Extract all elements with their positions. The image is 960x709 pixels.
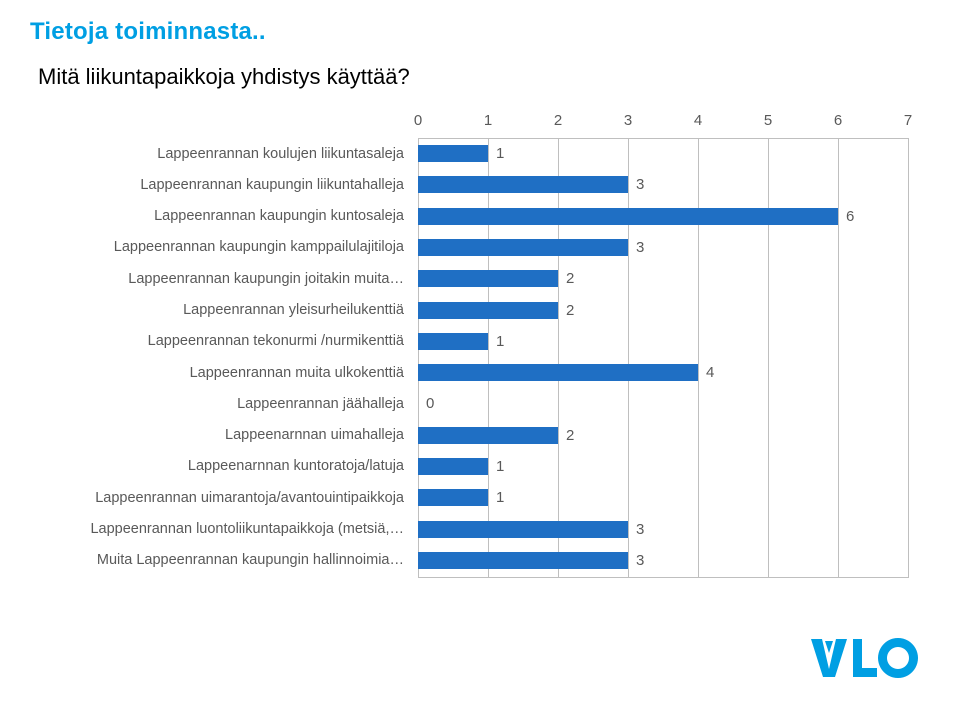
value-label: 1 [496, 458, 504, 475]
bar-cell: 1 [418, 451, 908, 482]
value-label: 1 [496, 489, 504, 506]
chart-row: Lappeenrannan kaupungin liikuntahalleja 3 [38, 169, 920, 200]
category-label: Lappeenrannan kaupungin kamppailulajitil… [38, 239, 418, 255]
bar-cell: 1 [418, 138, 908, 169]
category-label: Lappeenrannan muita ulkokenttiä [38, 365, 418, 381]
chart-row: Lappeenrannan luontoliikuntapaikkoja (me… [38, 513, 920, 544]
value-label: 3 [636, 521, 644, 538]
category-label: Lappeenrannan kaupungin kuntosaleja [38, 208, 418, 224]
category-label: Muita Lappeenrannan kaupungin hallinnoim… [38, 552, 418, 568]
value-label: 3 [636, 176, 644, 193]
bar [418, 521, 628, 538]
bar-cell: 3 [418, 232, 908, 263]
bar [418, 364, 698, 381]
chart-row: Lappeenrannan muita ulkokenttiä 4 [38, 357, 920, 388]
category-label: Lappeenrannan tekonurmi /nurmikenttiä [38, 333, 418, 349]
chart-row: Lappeenrannan uimarantoja/avantouintipai… [38, 482, 920, 513]
bar-cell: 4 [418, 357, 908, 388]
category-label: Lappeenarnnan uimahalleja [38, 427, 418, 443]
value-label: 6 [846, 208, 854, 225]
bar-cell: 2 [418, 420, 908, 451]
bar-cell: 1 [418, 326, 908, 357]
bar [418, 208, 838, 225]
bar [418, 176, 628, 193]
value-label: 1 [496, 145, 504, 162]
chart-row: Lappeenrannan koulujen liikuntasaleja 1 [38, 138, 920, 169]
bar-cell: 2 [418, 263, 908, 294]
bar [418, 302, 558, 319]
value-label: 2 [566, 427, 574, 444]
bar [418, 489, 488, 506]
value-label: 3 [636, 239, 644, 256]
chart-row: Muita Lappeenrannan kaupungin hallinnoim… [38, 545, 920, 576]
category-label: Lappeenrannan kaupungin joitakin muita… [38, 271, 418, 287]
value-label: 4 [706, 364, 714, 381]
bar [418, 239, 628, 256]
category-label: Lappeenrannan uimarantoja/avantouintipai… [38, 490, 418, 506]
bar-cell: 0 [418, 388, 908, 419]
category-label: Lappeenrannan luontoliikuntapaikkoja (me… [38, 521, 418, 537]
bar [418, 552, 628, 569]
bar [418, 145, 488, 162]
bar-cell: 2 [418, 294, 908, 325]
value-label: 3 [636, 552, 644, 569]
bar [418, 427, 558, 444]
bar-cell: 1 [418, 482, 908, 513]
value-label: 1 [496, 333, 504, 350]
chart-row: Lappeenrannan yleisurheilukenttiä 2 [38, 294, 920, 325]
bar [418, 270, 558, 287]
bar [418, 458, 488, 475]
chart-rows: Lappeenrannan koulujen liikuntasaleja1La… [38, 112, 920, 576]
value-label: 0 [426, 395, 434, 412]
chart-row: Lappeenrannan kaupungin kamppailulajitil… [38, 232, 920, 263]
category-label: Lappeenrannan jäähalleja [38, 396, 418, 412]
bar-cell: 3 [418, 545, 908, 576]
bar [418, 333, 488, 350]
chart-row: Lappeenrannan kaupungin joitakin muita… 2 [38, 263, 920, 294]
chart-row: Lappeenarnnan kuntoratoja/latuja 1 [38, 451, 920, 482]
chart-row: Lappeenrannan tekonurmi /nurmikenttiä 1 [38, 326, 920, 357]
category-label: Lappeenrannan kaupungin liikuntahalleja [38, 177, 418, 193]
category-label: Lappeenrannan yleisurheilukenttiä [38, 302, 418, 318]
page-subtitle: Mitä liikuntapaikkoja yhdistys käyttää? [38, 64, 920, 90]
value-label: 2 [566, 302, 574, 319]
bar-cell: 3 [418, 513, 908, 544]
category-label: Lappeenrannan koulujen liikuntasaleja [38, 146, 418, 162]
chart-row: Lappeenarnnan uimahalleja 2 [38, 420, 920, 451]
category-label: Lappeenarnnan kuntoratoja/latuja [38, 458, 418, 474]
bar-chart: 01234567 Lappeenrannan koulujen liikunta… [38, 112, 920, 576]
page-title: Tietoja toiminnasta.. [30, 18, 920, 46]
value-label: 2 [566, 270, 574, 287]
valo-logo [808, 635, 918, 681]
chart-row: Lappeenrannan jäähalleja 0 [38, 388, 920, 419]
page-root: Tietoja toiminnasta.. Mitä liikuntapaikk… [0, 0, 960, 709]
bar-cell: 6 [418, 201, 908, 232]
bar-cell: 3 [418, 169, 908, 200]
chart-row: Lappeenrannan kaupungin kuntosaleja 6 [38, 201, 920, 232]
